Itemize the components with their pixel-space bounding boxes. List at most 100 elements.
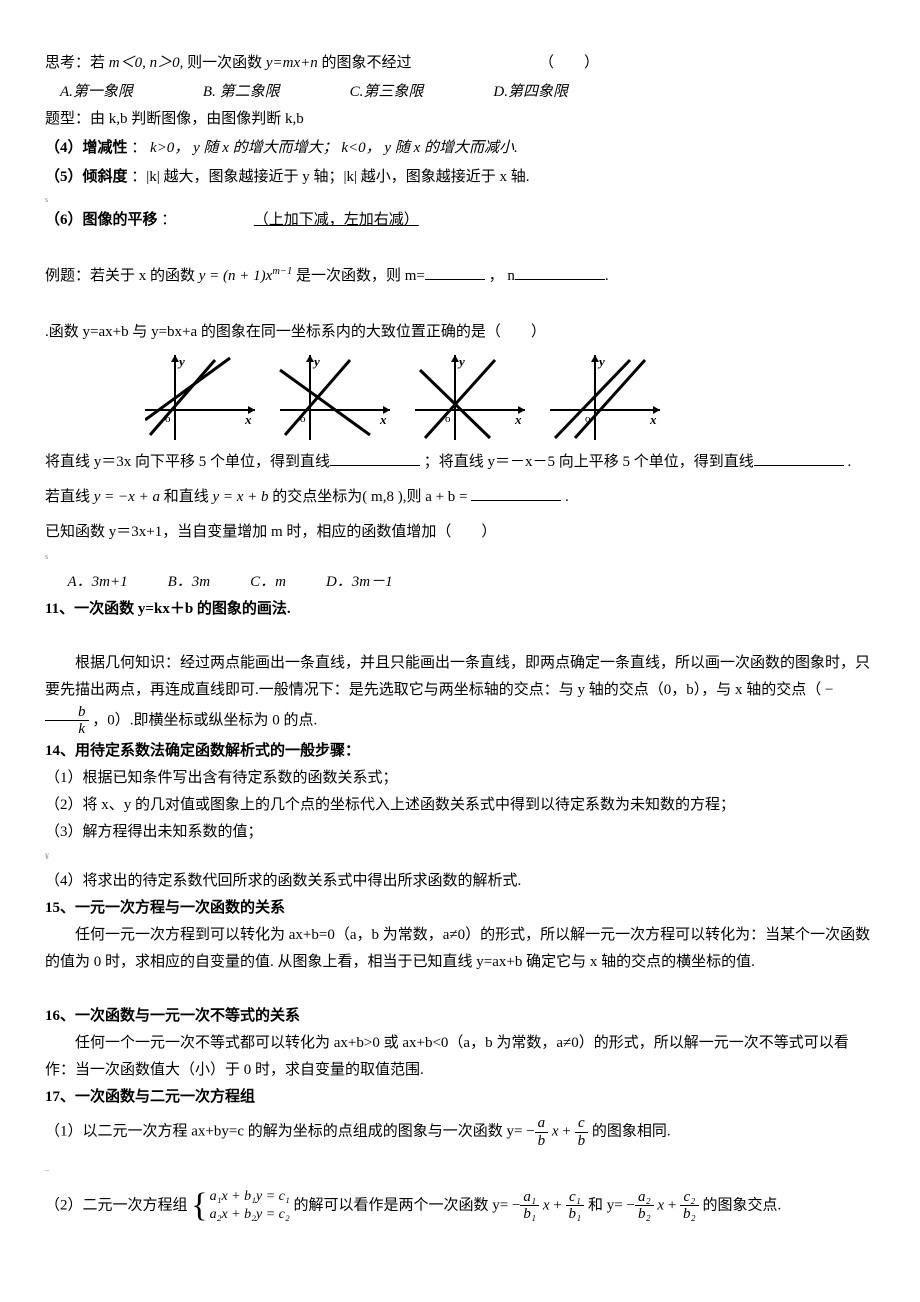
text: ：: [161, 212, 176, 228]
equation: y = (n + 1)x: [199, 268, 273, 284]
chart-d: y x o: [550, 354, 660, 440]
condition: m＜0, n＞0,: [109, 55, 184, 71]
text: y 随 x 的增大而增大；: [193, 140, 338, 156]
example-2: .函数 y=ax+b 与 y=bx+a 的图象在同一坐标系内的大致位置正确的是（…: [45, 319, 875, 346]
step-2: （2）将 x、y 的几对值或图象上的几个点的坐标代入上述函数关系式中得到以待定系…: [45, 792, 875, 819]
text: 的图象交点.: [703, 1197, 782, 1213]
section-17-line-1: （1）以二元一次方程 ax+by=c 的解为坐标的点组成的图象与一次函数 y= …: [45, 1115, 875, 1149]
section-16-title: 16、一次函数与一元一次不等式的关系: [45, 1003, 875, 1030]
fraction: bk: [45, 704, 89, 738]
option-a: A．3m+1: [68, 569, 128, 596]
chart-b: y x o: [280, 354, 390, 440]
text: 例题：若关于 x 的函数: [45, 268, 199, 284]
label: （5）倾斜度: [45, 169, 128, 185]
point-4: （4）增减性 ： k>0， y 随 x 的增大而增大； k<0， y 随 x 的…: [45, 135, 875, 162]
option-b: B. 第二象限: [203, 79, 280, 106]
section-17-line-2: （2）二元一次方程组 { a₁x + b₁y = c₁ a₂x + b₂y = …: [45, 1188, 875, 1224]
blank-n: [515, 264, 605, 280]
blank-m: [425, 264, 485, 280]
section-15-title: 15、一元一次方程与一次函数的关系: [45, 895, 875, 922]
option-c: C．m: [250, 569, 286, 596]
point-6: （6）图像的平移 ： （上加下减，左加右减）: [45, 207, 875, 234]
text: 的图象相同.: [592, 1124, 671, 1140]
marker: _: [45, 1161, 875, 1175]
blank: [754, 450, 844, 466]
text: ，0）.即横坐标或纵坐标为 0 的点.: [92, 712, 317, 728]
blank: [330, 450, 420, 466]
svg-text:y: y: [457, 354, 465, 369]
equation-system: { a₁x + b₁y = c₁ a₂x + b₂y = c₂: [191, 1188, 289, 1224]
text: ：|k| 越大，图象越接近于 y 轴；|k| 越小，图象越接近于 x 轴.: [131, 169, 529, 185]
text: y 随 x 的增大而减小.: [384, 140, 517, 156]
text: 的解可以看作是两个一次函数 y=: [293, 1197, 508, 1213]
section-14-title: 14、用待定系数法确定函数解析式的一般步骤：: [45, 738, 875, 765]
answer-blank: （ ）: [539, 55, 599, 71]
svg-text:x: x: [379, 412, 387, 427]
chart-c: y x o: [415, 354, 525, 440]
text: 的交点坐标为( m,8 ),则 a + b =: [272, 489, 471, 505]
section-17-title: 17、一次函数与二元一次方程组: [45, 1084, 875, 1111]
fraction: a₂b₂: [635, 1189, 654, 1223]
equation: y = x + b: [212, 489, 268, 505]
equation: y=mx+n: [266, 55, 318, 71]
section-11-body: 根据几何知识：经过两点能画出一条直线，并且只能画出一条直线，即两点确定一条直线，…: [45, 650, 875, 738]
cond: k<0，: [341, 140, 380, 156]
text: 的图象不经过: [322, 55, 412, 71]
option-b: B．3m: [168, 569, 211, 596]
marker: s: [45, 550, 875, 564]
text: 将直线 y＝3x 向下平移 5 个单位，得到直线: [45, 454, 330, 470]
text: .函数 y=ax+b 与 y=bx+a 的图象在同一坐标系内的大致位置正确的是（…: [45, 324, 546, 340]
question-1: 思考：若 m＜0, n＞0, 则一次函数 y=mx+n 的图象不经过 （ ）: [45, 50, 875, 77]
fraction: ab: [535, 1115, 549, 1149]
text: 根据几何知识：经过两点能画出一条直线，并且只能画出一条直线，即两点确定一条直线，…: [45, 655, 870, 698]
example-5: 已知函数 y＝3x+1，当自变量增加 m 时，相应的函数值增加（ ）: [45, 519, 875, 546]
step-1: （1）根据已知条件写出含有待定系数的函数关系式；: [45, 765, 875, 792]
chart-options-graphic: y x o y x o y x o y x o: [145, 350, 675, 445]
example-1: 例题：若关于 x 的函数 y = (n + 1)xm−1 是一次函数，则 m= …: [45, 263, 875, 290]
example-4: 若直线 y = −x + a 和直线 y = x + b 的交点坐标为( m,8…: [45, 484, 875, 511]
equation: y = −x + a: [94, 489, 160, 505]
option-c: C.第三象限: [350, 79, 424, 106]
fraction: c₂b₂: [680, 1189, 699, 1223]
text: .: [848, 454, 852, 470]
svg-text:x: x: [514, 412, 522, 427]
text: 和 y=: [588, 1197, 623, 1213]
question-type-note: 题型：由 k,b 判断图像，由图像判断 k,b: [45, 106, 875, 133]
example-5-options: A．3m+1 B．3m C．m D．3m－1: [45, 569, 875, 596]
text: ：: [131, 140, 146, 156]
svg-text:y: y: [597, 354, 605, 369]
section-11-title: 11、一次函数 y=kx＋b 的图象的画法.: [45, 596, 875, 623]
underlined-rule: （上加下减，左加右减）: [254, 212, 419, 228]
point-5: （5）倾斜度 ：|k| 越大，图象越接近于 y 轴；|k| 越小，图象越接近于 …: [45, 164, 875, 191]
text: （2）二元一次方程组: [45, 1197, 188, 1213]
svg-text:x: x: [649, 412, 657, 427]
svg-text:x: x: [244, 412, 252, 427]
text: ， n: [489, 268, 515, 284]
option-d: D.第四象限: [493, 79, 568, 106]
section-16-body: 任何一个一元一次不等式都可以转化为 ax+b>0 或 ax+b<0（a，b 为常…: [45, 1030, 875, 1084]
question-1-options: A.第一象限 B. 第二象限 C.第三象限 D.第四象限: [45, 79, 875, 106]
fraction: c₁b₁: [566, 1189, 585, 1223]
chart-a: y x o: [145, 354, 255, 440]
option-d: D．3m－1: [326, 569, 393, 596]
label: （6）图像的平移: [45, 212, 158, 228]
marker: s: [45, 193, 875, 207]
text: （1）以二元一次方程 ax+by=c 的解为坐标的点组成的图象与一次函数 y=: [45, 1124, 522, 1140]
blank: [471, 485, 561, 501]
text: 思考：若: [45, 55, 109, 71]
text: 已知函数 y＝3x+1，当自变量增加 m 时，相应的函数值增加（ ）: [45, 524, 496, 540]
step-4: （4）将求出的待定系数代回所求的函数关系式中得出所求函数的解析式.: [45, 868, 875, 895]
svg-text:y: y: [177, 354, 185, 369]
text: ；将直线 y＝－x－5 向上平移 5 个单位，得到直线: [424, 454, 754, 470]
option-a: A.第一象限: [60, 79, 133, 106]
text: .: [565, 489, 569, 505]
example-3: 将直线 y＝3x 向下平移 5 个单位，得到直线 ；将直线 y＝－x－5 向上平…: [45, 449, 875, 476]
svg-text:y: y: [312, 354, 320, 369]
superscript: m−1: [272, 266, 292, 277]
marker: ¥: [45, 850, 875, 864]
text: 和直线: [164, 489, 213, 505]
step-3: （3）解方程得出未知系数的值；: [45, 819, 875, 846]
text: 则一次函数: [187, 55, 266, 71]
text: 是一次函数，则 m=: [296, 268, 425, 284]
section-15-body: 任何一元一次方程到可以转化为 ax+b=0（a，b 为常数，a≠0）的形式，所以…: [45, 922, 875, 976]
